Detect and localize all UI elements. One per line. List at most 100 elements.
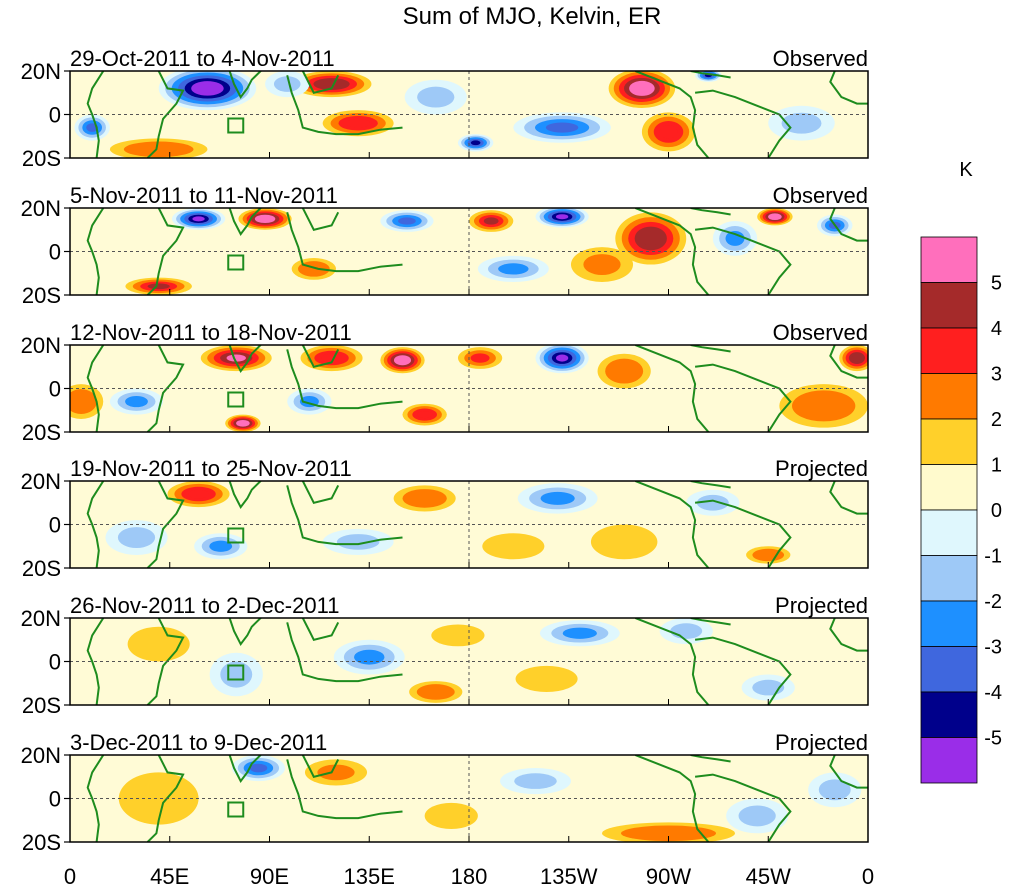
anomaly-contour xyxy=(71,394,91,410)
colorbar-swatch xyxy=(920,236,978,283)
anomaly-contour xyxy=(527,671,566,687)
coastline xyxy=(146,208,185,295)
anomaly-field xyxy=(74,71,868,158)
x-tick-label: 45E xyxy=(150,864,189,889)
panel: 20N 0 20S 29-Oct-2011 to 4-Nov-2011 Observed xyxy=(21,46,869,171)
y-tick-label: 20S xyxy=(22,693,61,718)
coastline xyxy=(694,773,792,842)
anomaly-contour xyxy=(197,84,218,93)
coastline xyxy=(690,71,731,79)
colorbar-unit-label: K xyxy=(959,159,973,181)
panel-status: Observed xyxy=(773,320,868,345)
colorbar-label: -5 xyxy=(984,728,1002,750)
anomaly-field xyxy=(86,618,868,705)
coastline xyxy=(301,618,340,641)
anomaly-contour xyxy=(397,357,408,364)
x-axis: 0 45E 90E 135E 180 135W 90W 45W 0 xyxy=(64,864,874,889)
coastline xyxy=(146,618,185,705)
coastline xyxy=(227,618,263,646)
anomaly-contour xyxy=(470,353,490,363)
region-box-marker xyxy=(227,801,245,818)
colorbar-label: 5 xyxy=(991,273,1002,295)
coastline xyxy=(690,755,731,763)
coastline xyxy=(829,481,868,515)
anomaly-contour xyxy=(494,538,532,555)
coastline xyxy=(694,499,792,568)
coastline xyxy=(146,755,185,842)
colorbar-swatch xyxy=(920,737,978,784)
anomaly-contour xyxy=(738,805,776,827)
coastline xyxy=(86,208,105,295)
y-tick-label: 20N xyxy=(21,196,61,221)
anomaly-contour xyxy=(562,627,597,639)
colorbar-label: 4 xyxy=(991,318,1002,340)
coastline xyxy=(286,349,403,410)
coastline xyxy=(694,363,792,432)
panels: 20N 0 20S 29-Oct-2011 to 4-Nov-2011 Observed… xyxy=(21,46,869,855)
colorbar-label: 0 xyxy=(991,500,1002,522)
anomaly-contour xyxy=(555,214,569,220)
panel: 20N 0 20S 12-Nov-2011 to 18-Nov-2011 Observe… xyxy=(21,320,869,445)
anomaly-field xyxy=(70,345,868,432)
coastline xyxy=(146,481,185,568)
anomaly-contour xyxy=(852,354,862,362)
chart-title: Sum of MJO, Kelvin, ER xyxy=(403,3,662,30)
anomaly-contour xyxy=(818,779,851,801)
panel: 20N 0 20S 3-Dec-2011 to 9-Dec-2011 Projected xyxy=(21,730,869,855)
anomaly-contour xyxy=(125,395,148,408)
colorbar-swatch xyxy=(920,555,978,602)
anomaly-contour xyxy=(336,534,380,550)
anomaly-contour xyxy=(192,216,205,222)
coastline xyxy=(634,345,710,432)
anomaly-contour xyxy=(354,649,385,665)
coastline xyxy=(86,481,105,568)
anomaly-contour xyxy=(320,80,343,88)
panel-date-range: 3-Dec-2011 to 9-Dec-2011 xyxy=(70,730,327,755)
colorbar-swatch xyxy=(920,418,978,465)
colorbar: K 5 4 3 2 1 0 -1 -2 -3 -4 -5 xyxy=(920,159,1002,784)
coastline xyxy=(829,71,868,105)
coastline xyxy=(286,622,403,683)
coastline xyxy=(690,345,731,353)
x-tick-label: 135E xyxy=(344,864,395,889)
y-tick-label: 0 xyxy=(49,103,61,128)
coastline xyxy=(286,75,403,136)
panel-date-range: 12-Nov-2011 to 18-Nov-2011 xyxy=(70,320,352,345)
coastline xyxy=(286,759,403,820)
coastline xyxy=(634,481,710,568)
panel-date-range: 26-Nov-2011 to 2-Dec-2011 xyxy=(70,593,339,618)
colorbar-label: 3 xyxy=(991,364,1002,386)
y-tick-label: 20N xyxy=(21,743,61,768)
anomaly-contour xyxy=(804,396,843,416)
region-box-marker xyxy=(227,254,245,271)
anomaly-contour xyxy=(238,421,247,426)
coastline xyxy=(690,618,731,626)
y-tick-label: 20S xyxy=(22,420,61,445)
coastline xyxy=(690,481,731,489)
colorbar-swatch xyxy=(920,464,978,511)
y-tick-label: 0 xyxy=(49,650,61,675)
coastline xyxy=(634,71,710,158)
y-tick-label: 0 xyxy=(49,787,61,812)
anomaly-contour xyxy=(249,763,268,773)
coastline xyxy=(634,755,710,842)
region-box-marker xyxy=(227,664,245,681)
anomaly-contour xyxy=(612,363,636,379)
anomaly-contour xyxy=(258,216,272,222)
anomaly-contour xyxy=(555,354,569,362)
anomaly-contour xyxy=(659,125,678,139)
anomaly-contour xyxy=(424,687,448,697)
coastline xyxy=(301,71,340,94)
coastline xyxy=(227,481,263,509)
coastline xyxy=(301,208,340,231)
anomaly-contour xyxy=(670,623,703,639)
colorbar-swatch xyxy=(920,691,978,738)
panel-date-range: 29-Oct-2011 to 4-Nov-2011 xyxy=(70,46,335,71)
anomaly-contour xyxy=(273,76,301,92)
colorbar-label: 1 xyxy=(991,455,1002,477)
anomaly-contour xyxy=(147,283,170,290)
anomaly-contour xyxy=(498,263,529,275)
panel-status: Observed xyxy=(773,46,868,71)
panel-date-range: 5-Nov-2011 to 11-Nov-2011 xyxy=(70,183,338,208)
